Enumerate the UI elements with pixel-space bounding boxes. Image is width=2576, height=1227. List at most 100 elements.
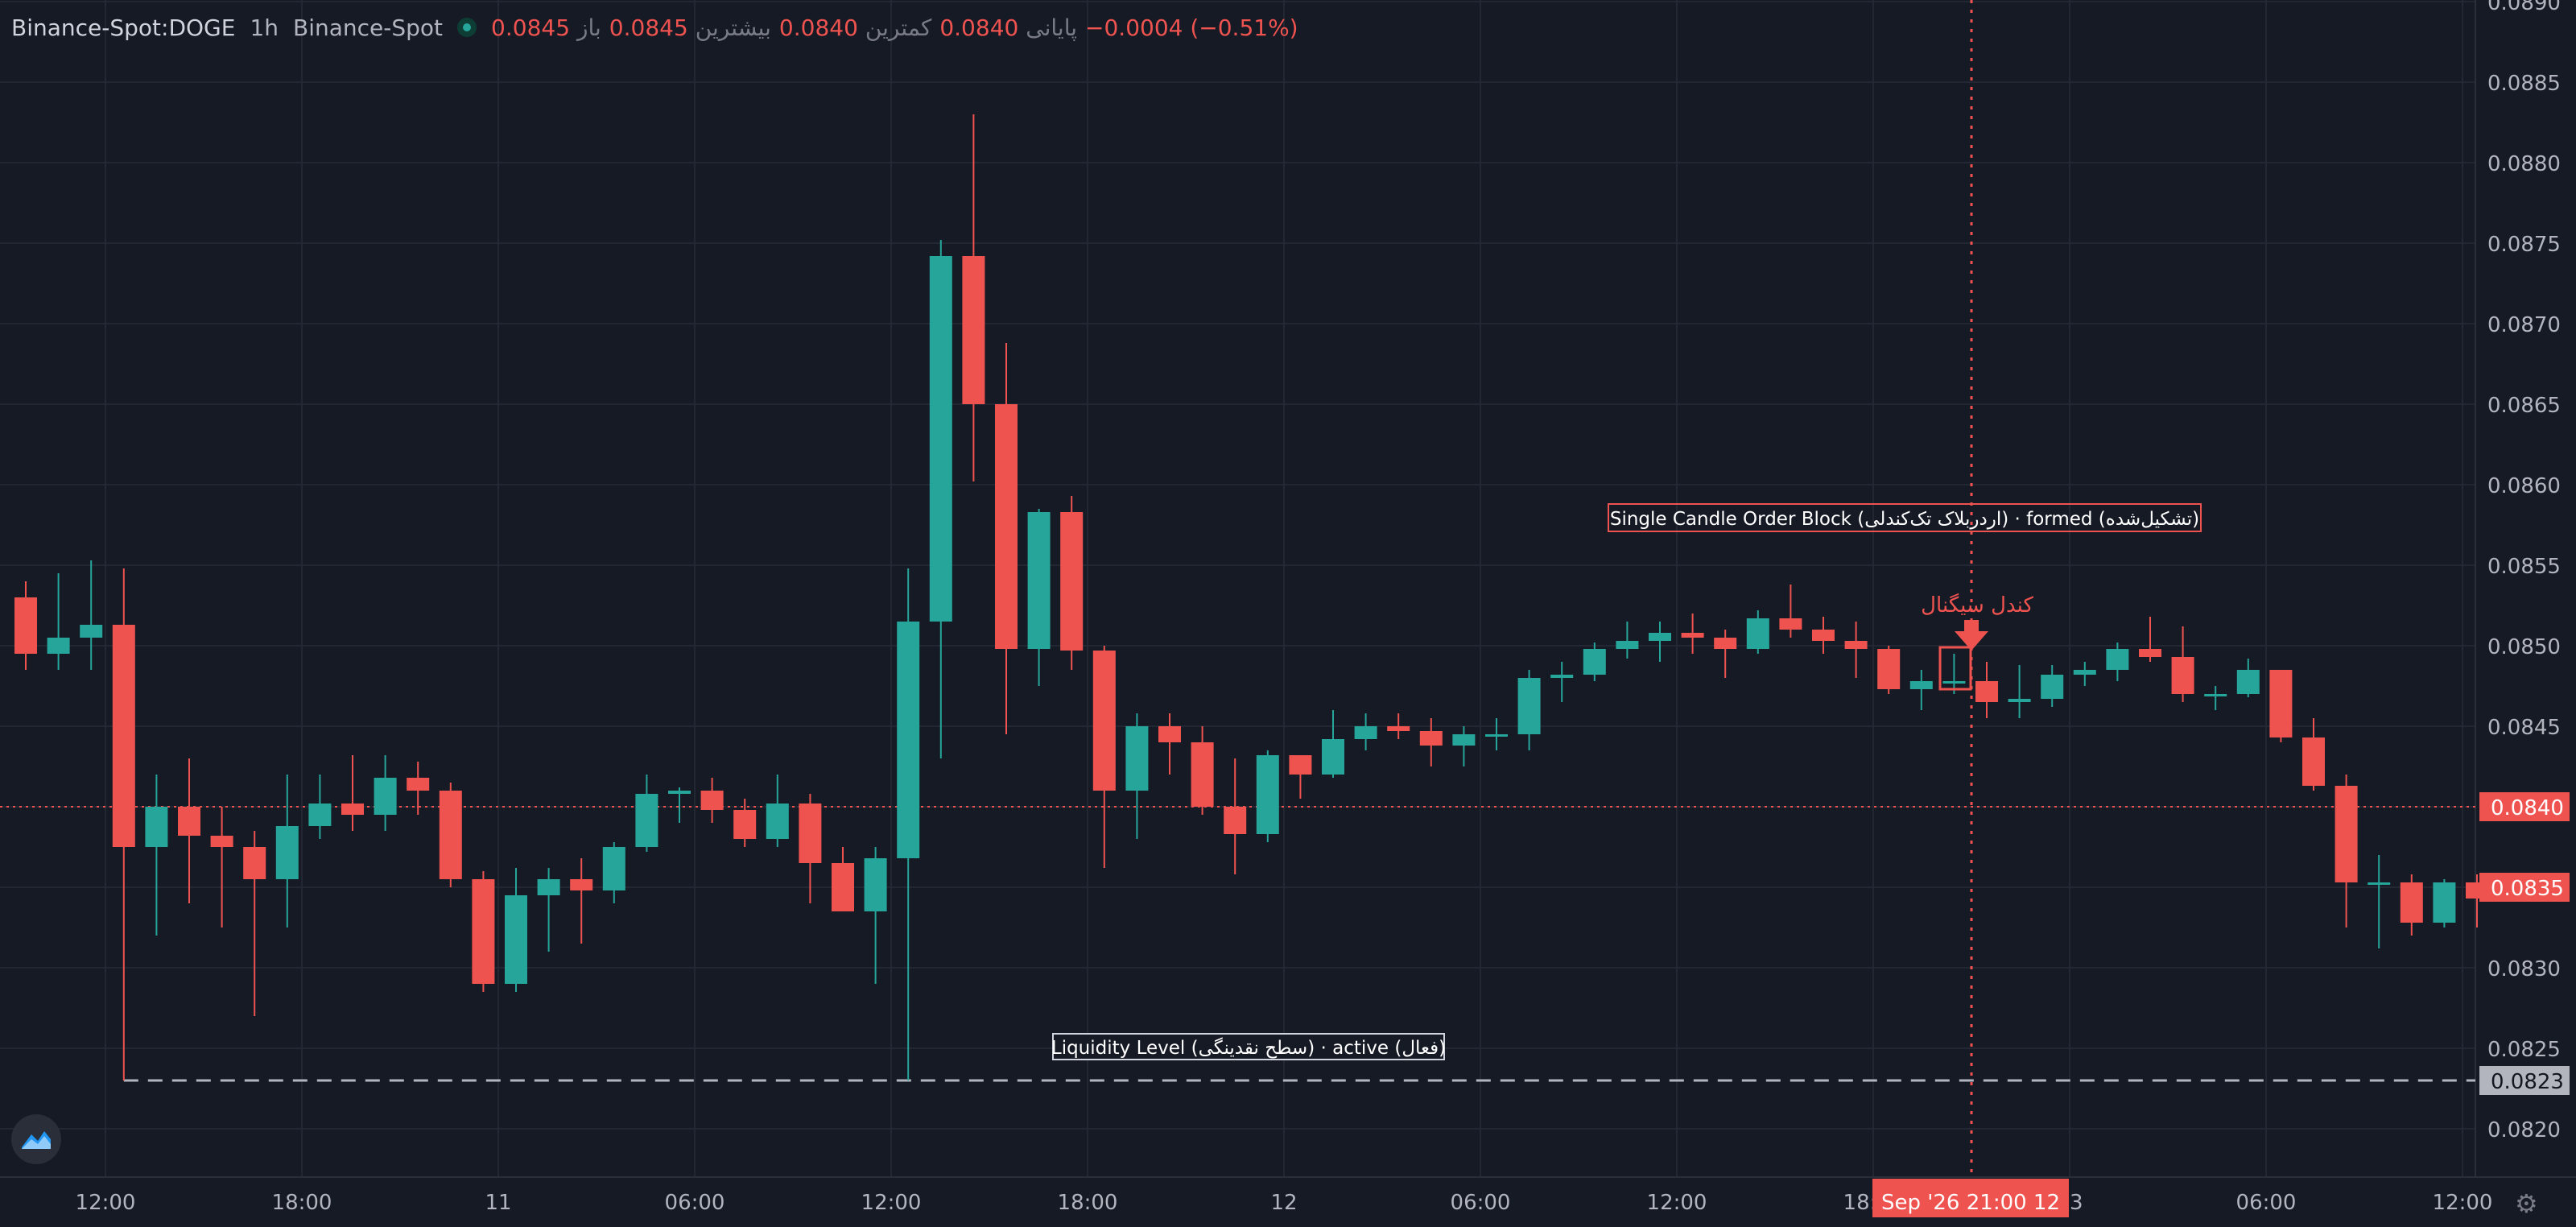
- candle-body: [537, 879, 560, 895]
- exchange-name: Binance-Spot: [293, 14, 444, 41]
- candle: [1812, 617, 1835, 654]
- y-tick-label: 0.0820: [2487, 1118, 2561, 1142]
- candle: [897, 568, 920, 1080]
- candle-body: [929, 256, 952, 622]
- candle: [864, 847, 887, 984]
- candle: [145, 775, 168, 936]
- candle: [668, 787, 691, 823]
- candle: [1517, 670, 1541, 750]
- signal-arrow-icon: [1955, 620, 1988, 651]
- candle-body: [472, 879, 495, 984]
- candle: [1649, 622, 1671, 662]
- candle-body: [700, 791, 724, 810]
- candle: [1714, 630, 1737, 678]
- liquidity-price-tag: 0.0823: [2491, 1070, 2564, 1094]
- candle: [2334, 775, 2358, 927]
- candle-body: [897, 622, 920, 858]
- y-tick-label: 0.0855: [2487, 555, 2561, 579]
- candle: [2269, 670, 2293, 742]
- candle: [832, 847, 854, 911]
- candle-body: [308, 804, 332, 826]
- interval[interactable]: 1h: [250, 14, 279, 41]
- high-value: 0.0845: [609, 14, 688, 41]
- candle-body: [1975, 681, 1998, 702]
- candle-body: [80, 625, 103, 638]
- candle-body: [799, 804, 822, 863]
- candle-body: [2171, 657, 2194, 694]
- candle: [1027, 509, 1051, 686]
- candle: [1452, 726, 1476, 766]
- y-tick-label: 0.0880: [2487, 152, 2561, 176]
- candle: [1844, 622, 1868, 678]
- candle-body: [1779, 618, 1802, 630]
- signal-candle-label: کندل سیگنال: [1921, 593, 2033, 618]
- candle: [439, 783, 462, 887]
- y-tick-label: 0.0850: [2487, 635, 2561, 659]
- liquidity-price-tag-bg: [2479, 1066, 2570, 1095]
- candle-body: [1191, 742, 1214, 807]
- candle: [1060, 496, 1084, 670]
- candle: [602, 842, 625, 903]
- candle-body: [210, 836, 233, 847]
- candle-body: [14, 597, 37, 654]
- candle-body: [47, 638, 70, 654]
- candle-body: [1714, 638, 1737, 649]
- candle-body: [1877, 649, 1901, 689]
- candle-body: [2236, 670, 2260, 694]
- candle: [407, 762, 430, 815]
- symbol-name[interactable]: Binance-Spot:DOGE: [11, 14, 236, 41]
- candle-body: [2302, 737, 2325, 786]
- candle-body: [2204, 694, 2227, 696]
- tradingview-logo-icon[interactable]: [11, 1114, 61, 1164]
- candle-body: [766, 804, 789, 839]
- settings-gear-icon[interactable]: ⚙: [2515, 1188, 2538, 1219]
- candle: [635, 775, 658, 852]
- candle: [80, 560, 103, 670]
- signal-candle-box: [1938, 646, 1972, 691]
- order-block-label: Single Candle Order Block (اردربلاک تک‌ک…: [1610, 509, 2199, 530]
- candle-body: [1909, 681, 1933, 689]
- candle: [1975, 662, 1998, 718]
- candle: [1583, 642, 1606, 681]
- liquidity-label-box: [1052, 1033, 1445, 1060]
- candle-body: [1942, 681, 1966, 684]
- candle: [1354, 713, 1377, 750]
- crosshair-time-label: Sep '26 21:00 12: [1881, 1191, 2060, 1215]
- candle: [1256, 750, 1279, 842]
- candle: [275, 775, 299, 927]
- y-tick-label: 0.0825: [2487, 1038, 2561, 1062]
- y-tick-label: 0.0870: [2487, 313, 2561, 337]
- candle: [1092, 646, 1116, 868]
- candle: [1909, 670, 1933, 710]
- order-block-box: [1608, 503, 2202, 532]
- candle: [505, 868, 527, 992]
- y-tick-label: 0.0860: [2487, 474, 2561, 498]
- candle: [1158, 713, 1181, 775]
- candle-body: [2269, 670, 2293, 737]
- candle: [243, 831, 266, 1016]
- candle-body: [2433, 882, 2456, 923]
- candle-body: [668, 791, 691, 794]
- candle: [2433, 879, 2456, 927]
- candle: [1485, 718, 1508, 750]
- low-label: کمترین: [865, 14, 932, 41]
- price-tag-bg: [2479, 873, 2570, 902]
- current-price-tag: 0.0840: [2491, 796, 2564, 820]
- candle-body: [1354, 726, 1377, 739]
- candle-body: [1224, 807, 1247, 834]
- candle: [2139, 617, 2161, 662]
- candle: [1550, 662, 1574, 702]
- candle-body: [2008, 699, 2031, 702]
- x-tick-label: 06:00: [665, 1191, 725, 1215]
- candle-body: [1092, 651, 1116, 791]
- candle: [1877, 646, 1901, 694]
- candle: [799, 794, 822, 903]
- y-tick-label: 0.0885: [2487, 72, 2561, 96]
- candle-body: [374, 778, 397, 815]
- candle-body: [145, 807, 168, 847]
- candle-body: [1452, 734, 1476, 746]
- x-tick-label: 12:00: [1647, 1191, 1707, 1215]
